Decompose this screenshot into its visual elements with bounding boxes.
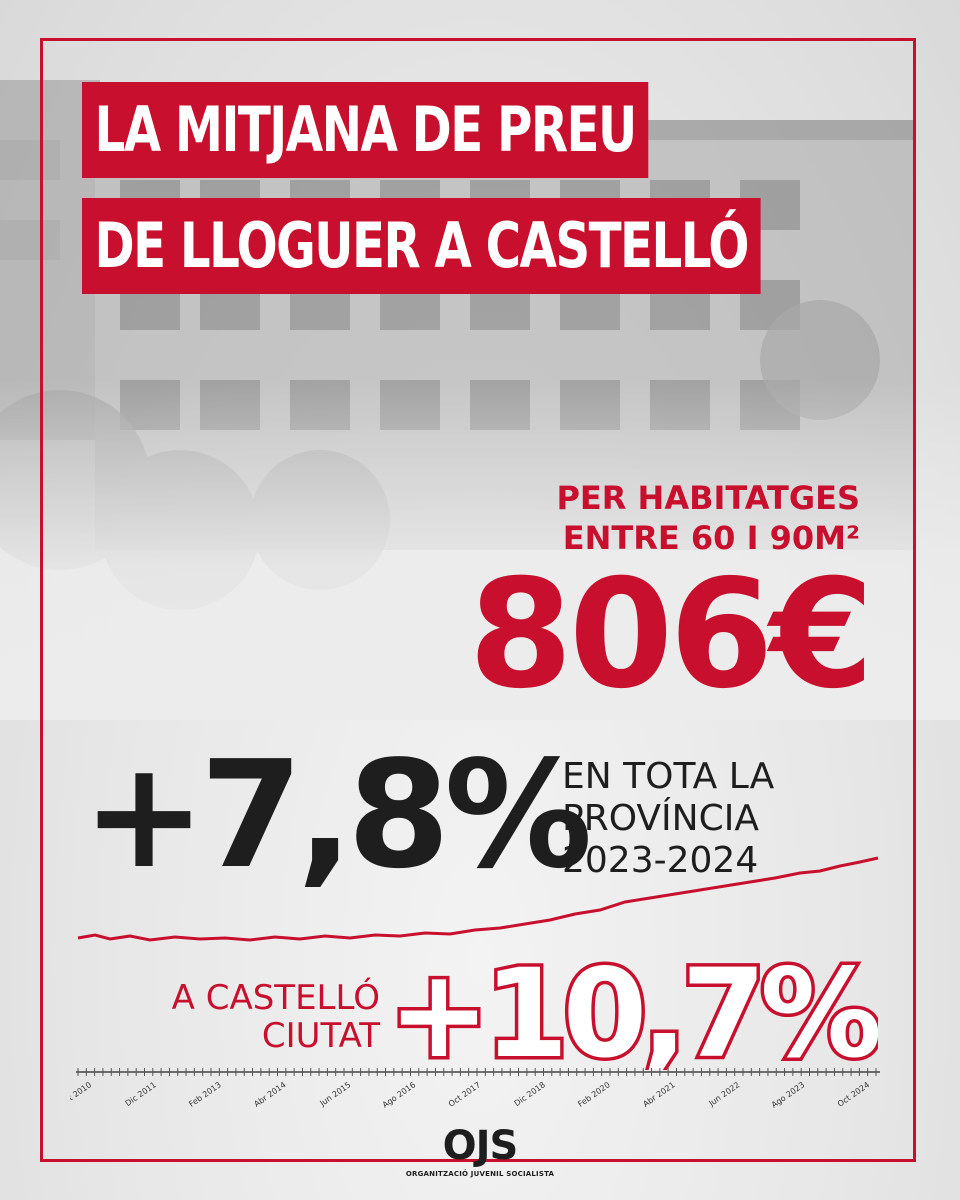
subtitle-line-2: ENTRE 60 I 90M²: [562, 519, 860, 557]
title-line-1: LA MITJANA DE PREU: [82, 82, 649, 178]
province-text-1: EN TOTA LA: [562, 756, 775, 797]
logo-name: OJS: [442, 1123, 519, 1169]
axis-label: Dic 2011: [124, 1080, 158, 1108]
axis-label: Jun 2022: [706, 1080, 741, 1108]
city-change: +10,7%: [388, 950, 878, 1070]
axis-label: Jun 2015: [317, 1080, 352, 1108]
province-text-3: 2023-2024: [562, 840, 759, 881]
title-line-2: DE LLOGUER A CASTELLÓ: [82, 198, 761, 294]
axis-label: Oct 2017: [447, 1080, 482, 1108]
axis-label: Abr 2014: [252, 1080, 287, 1108]
ojs-logo: OJS ORGANITZACIÓ JUVENIL SOCIALISTA: [406, 1123, 554, 1184]
axis-label: Ago 2016: [381, 1080, 418, 1109]
province-change: +7,8%: [82, 729, 592, 901]
subtitle-line-1: PER HABITATGES: [556, 479, 860, 517]
average-price: 806€: [468, 548, 874, 722]
city-text-2: CIUTAT: [261, 1016, 380, 1056]
trend-line: [77, 856, 879, 942]
logo-tagline: ORGANITZACIÓ JUVENIL SOCIALISTA: [405, 1170, 555, 1178]
axis-label: Oct 2024: [836, 1080, 871, 1108]
timeline-axis: ct 2010 Dic 2011 Feb 2013 Abr 2014 Jun 2015 A…: [70, 1068, 880, 1110]
axis-label: Dic 2018: [513, 1080, 547, 1108]
axis-label: Feb 2020: [576, 1080, 612, 1109]
photo-fade: [0, 380, 960, 720]
red-frame: [40, 38, 916, 1162]
axis-label: ct 2010: [70, 1080, 93, 1105]
axis-label: Feb 2013: [187, 1080, 223, 1109]
axis-label: Abr 2021: [641, 1080, 676, 1108]
city-change-text: +10,7%: [388, 950, 878, 1070]
axis-label: Ago 2023: [770, 1080, 807, 1109]
city-text-1: A CASTELLÓ: [171, 978, 380, 1018]
province-text-2: PROVÍNCIA: [562, 798, 759, 839]
